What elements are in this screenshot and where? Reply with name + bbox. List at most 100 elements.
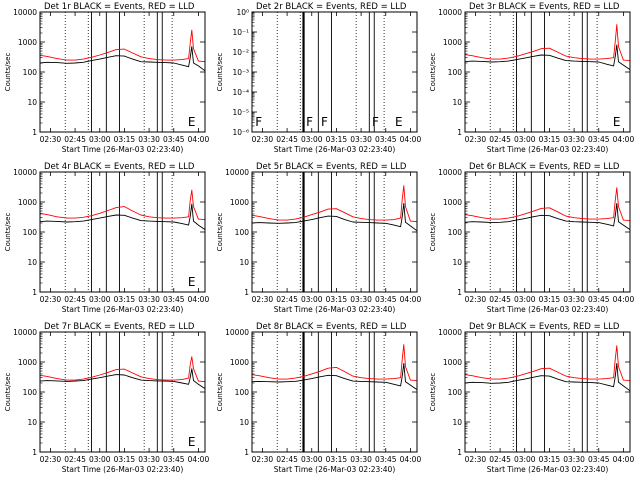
y-tick-label: 100 <box>235 228 250 237</box>
y-tick-label: 1 <box>32 448 37 457</box>
panel-title: Det 8r BLACK = Events, RED = LLD <box>256 322 407 332</box>
x-tick-label: 03:15 <box>114 135 136 144</box>
y-tick-label: 1 <box>244 288 249 297</box>
x-tick-label: 03:30 <box>563 135 585 144</box>
y-tick-label: 1000 <box>18 38 37 47</box>
y-tick-label: 10⁻² <box>232 48 249 57</box>
y-tick-label: 10000 <box>13 8 37 17</box>
panel-title: Det 7r BLACK = Events, RED = LLD <box>44 322 195 332</box>
x-tick-label: 03:15 <box>326 135 348 144</box>
x-tick-label: 03:15 <box>326 295 348 304</box>
x-tick-label: 03:00 <box>514 135 536 144</box>
y-tick-label: 1000 <box>18 358 37 367</box>
x-tick-label: 03:00 <box>301 455 323 464</box>
events-series-line <box>39 203 206 230</box>
y-tick-label: 10000 <box>225 328 249 337</box>
y-tick-label: 1000 <box>230 198 249 207</box>
x-tick-label: 02:30 <box>40 455 62 464</box>
x-tick-label: 03:30 <box>138 295 160 304</box>
event-markers <box>489 12 598 132</box>
panel-title: Det 9r BLACK = Events, RED = LLD <box>469 322 620 332</box>
mode-flag: E <box>613 115 621 129</box>
panel-title: Det 3r BLACK = Events, RED = LLD <box>469 2 620 12</box>
y-tick-label: 1000 <box>230 358 249 367</box>
y-tick-label: 10 <box>27 258 37 267</box>
y-axis-label: Counts/sec <box>429 53 437 92</box>
panel-title: Det 5r BLACK = Events, RED = LLD <box>256 162 407 172</box>
y-axis-label: Counts/sec <box>429 213 437 252</box>
y-tick-label: 10000 <box>438 168 462 177</box>
x-tick-label: 03:00 <box>301 295 323 304</box>
detector-panel-2: Det 2r BLACK = Events, RED = LLD Counts/s… <box>216 2 421 154</box>
mode-flag: F <box>306 115 313 129</box>
y-tick-label: 10⁰ <box>236 8 249 17</box>
x-tick-label: 02:30 <box>252 295 274 304</box>
x-tick-label: 02:45 <box>64 295 86 304</box>
events-series-line <box>39 46 206 72</box>
x-tick-label: 02:30 <box>465 295 487 304</box>
x-tick-label: 02:45 <box>489 455 511 464</box>
y-tick-label: 10 <box>239 418 249 427</box>
y-tick-label: 100 <box>23 228 38 237</box>
x-tick-label: 04:00 <box>400 455 422 464</box>
y-tick-label: 100 <box>23 68 38 77</box>
x-tick-label: 03:45 <box>375 295 397 304</box>
plot-frame <box>251 331 418 453</box>
lld-series-line <box>464 345 631 382</box>
y-tick-label: 10 <box>27 418 37 427</box>
y-tick-label: 10 <box>27 98 37 107</box>
x-tick-label: 03:30 <box>138 455 160 464</box>
x-tick-label: 03:00 <box>89 295 111 304</box>
y-tick-label: 100 <box>235 388 250 397</box>
x-tick-label: 04:00 <box>400 135 422 144</box>
plot-frame <box>464 171 631 293</box>
x-tick-label: 02:45 <box>276 135 298 144</box>
y-axis-label: Counts/sec <box>4 53 12 92</box>
y-tick-label: 1 <box>457 448 462 457</box>
detector-panel-6: Det 6r BLACK = Events, RED = LLD Counts/s… <box>429 162 634 314</box>
x-tick-label: 02:45 <box>276 295 298 304</box>
y-tick-label: 100 <box>23 388 38 397</box>
x-axis-label: Start Time (26-Mar-03 02:23:40) <box>274 305 396 314</box>
mode-flag: E <box>188 115 196 129</box>
event-markers <box>489 332 598 452</box>
plot-frame <box>251 171 418 293</box>
plot-frame <box>39 171 206 293</box>
y-axis-label: Counts/sec <box>4 373 12 412</box>
y-tick-label: 1000 <box>443 358 462 367</box>
detector-panel-8: Det 8r BLACK = Events, RED = LLD Counts/s… <box>216 322 421 474</box>
events-series-line <box>39 368 206 389</box>
events-series-line <box>464 202 631 230</box>
x-tick-label: 03:30 <box>350 135 372 144</box>
panel-title: Det 4r BLACK = Events, RED = LLD <box>44 162 195 172</box>
mode-flag: F <box>255 115 262 129</box>
x-tick-label: 03:45 <box>163 455 185 464</box>
y-tick-label: 100 <box>448 68 463 77</box>
x-tick-label: 03:15 <box>539 135 561 144</box>
x-axis-label: Start Time (26-Mar-03 02:23:40) <box>487 465 609 474</box>
y-tick-label: 10000 <box>13 328 37 337</box>
y-tick-label: 10⁻³ <box>232 68 249 77</box>
x-tick-label: 03:30 <box>350 295 372 304</box>
y-tick-label: 10 <box>452 258 462 267</box>
x-tick-label: 03:45 <box>588 455 610 464</box>
plot-frame <box>464 331 631 453</box>
lld-series-line <box>39 356 206 383</box>
x-tick-label: 03:45 <box>375 455 397 464</box>
x-axis-label: Start Time (26-Mar-03 02:23:40) <box>274 145 396 154</box>
events-series-line <box>464 44 631 70</box>
mode-flag: E <box>395 115 403 129</box>
x-tick-label: 03:00 <box>89 135 111 144</box>
mode-flag: F <box>321 115 328 129</box>
y-tick-label: 1 <box>457 288 462 297</box>
plot-frame <box>39 331 206 453</box>
y-tick-label: 10⁻⁴ <box>232 88 249 97</box>
y-tick-label: 1 <box>457 128 462 137</box>
x-tick-label: 02:45 <box>276 455 298 464</box>
x-tick-label: 04:00 <box>613 135 635 144</box>
y-tick-label: 10 <box>239 258 249 267</box>
event-markers <box>276 172 385 292</box>
panel-title: Det 6r BLACK = Events, RED = LLD <box>469 162 620 172</box>
events-series-line <box>251 362 418 390</box>
y-tick-label: 10⁻⁶ <box>232 128 249 137</box>
